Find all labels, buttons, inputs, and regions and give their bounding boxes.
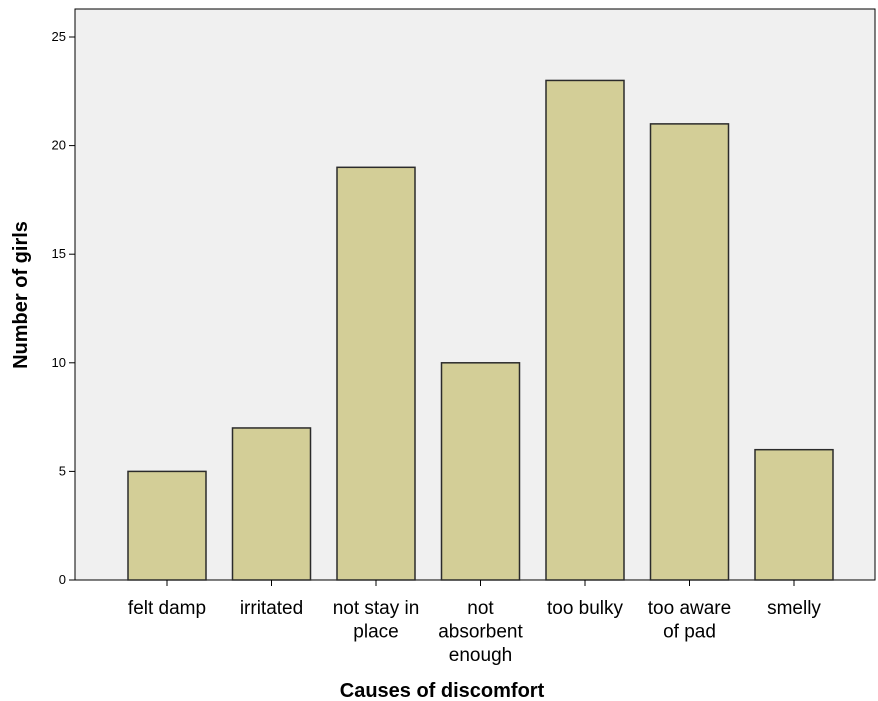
x-tick-label: not stay in place [333,598,420,643]
x-tick-label: not absorbent enough [438,598,523,666]
y-tick-label: 10 [52,355,66,370]
bar [127,470,207,581]
bars-group [127,79,834,581]
bar [231,427,312,581]
x-tick-label: irritated [240,598,303,619]
bar [649,123,730,581]
y-tick-label: 15 [52,246,66,261]
x-axis-title: Causes of discomfort [340,680,545,701]
y-tick-label: 0 [59,572,66,587]
x-tick-label: smelly [767,598,821,619]
bar [754,448,834,581]
x-tick-label: too aware of pad [648,598,731,643]
x-tick-label: too bulky [547,598,624,619]
y-tick-label: 5 [59,463,66,478]
bar [336,166,416,581]
bar [545,79,625,581]
y-tick-label: 25 [52,29,66,44]
y-tick-label: 20 [52,138,66,153]
x-axis: felt damp irritated not stay in place not abs… [128,580,821,666]
bar [440,362,521,581]
y-axis-title: Number of girls [10,221,32,369]
x-tick-label: felt damp [128,598,206,619]
y-axis: 0 5 10 15 20 25 [52,29,75,587]
